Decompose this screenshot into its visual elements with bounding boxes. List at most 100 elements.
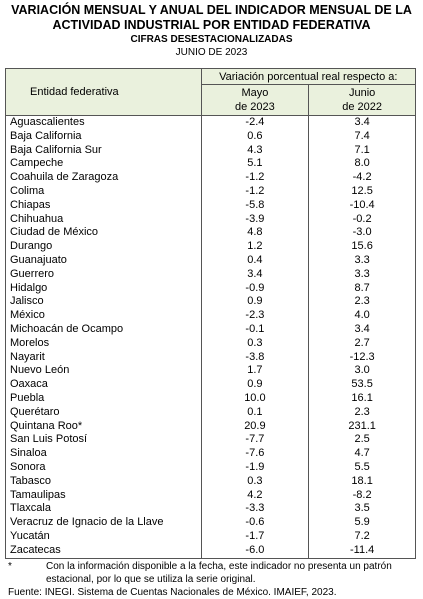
value-cell: 0.1: [200, 405, 310, 420]
value-cell: 12.5: [308, 184, 416, 199]
value-cell: 2.7: [308, 336, 416, 351]
table-row: Veracruz de Ignacio de la Llave -0.6 5.9: [5, 516, 416, 530]
value-cell: 2.5: [308, 433, 416, 448]
value-cell: 7.4: [308, 129, 416, 144]
value-cell: 2.3: [308, 295, 416, 310]
value-cell: -1.2: [200, 184, 310, 199]
entity-cell: México: [5, 309, 202, 323]
value-cell: 15.6: [308, 240, 416, 254]
value-cell: -2.3: [200, 309, 310, 323]
value-cell: -7.7: [200, 433, 310, 448]
footnote-mark: *: [8, 561, 12, 572]
table-row: Guanajuato 0.4 3.3: [5, 253, 416, 268]
table-row: Quintana Roo* 20.9 231.1: [5, 419, 416, 434]
entity-cell: Tabasco: [5, 474, 202, 489]
entity-cell: Chiapas: [5, 198, 202, 213]
table-row: Durango 1.2 15.6: [5, 240, 416, 254]
table-row: Coahuila de Zaragoza -1.2 -4.2: [5, 171, 416, 185]
entity-cell: Colima: [5, 184, 202, 199]
value-cell: -3.8: [200, 350, 310, 365]
column-header: Entidad federativa: [5, 68, 202, 116]
value-cell: 5.1: [200, 157, 310, 172]
value-cell: 8.7: [308, 281, 416, 296]
entity-cell: Jalisco: [5, 295, 202, 310]
title: ACTIVIDAD INDUSTRIAL POR ENTIDAD FEDERAT…: [52, 18, 371, 32]
entity-cell: Sinaloa: [5, 447, 202, 461]
value-cell: -6.0: [200, 543, 310, 559]
table-row: Tlaxcala -3.3 3.5: [5, 502, 416, 517]
table-row: Jalisco 0.9 2.3: [5, 295, 416, 310]
table-row: Baja California 0.6 7.4: [5, 129, 416, 144]
entity-cell: Guerrero: [5, 267, 202, 282]
entity-cell: Ciudad de México: [5, 226, 202, 241]
value-cell: 18.1: [308, 474, 416, 489]
value-cell: -5.8: [200, 198, 310, 213]
value-cell: -8.2: [308, 488, 416, 503]
value-cell: 0.3: [200, 336, 310, 351]
table-row: Puebla 10.0 16.1: [5, 391, 416, 406]
value-cell: 16.1: [308, 391, 416, 406]
entity-cell: Tamaulipas: [5, 488, 202, 503]
entity-cell: Veracruz de Ignacio de la Llave: [5, 516, 202, 530]
entity-cell: Zacatecas: [5, 543, 202, 559]
value-cell: 7.1: [308, 143, 416, 158]
header-line: Junio: [348, 87, 376, 99]
entity-cell: Tlaxcala: [5, 502, 202, 517]
entity-cell: Quintana Roo*: [5, 419, 202, 434]
table-row: Yucatán -1.7 7.2: [5, 529, 416, 544]
entity-cell: Baja California: [5, 129, 202, 144]
table-row: Nayarit -3.8 -12.3: [5, 350, 416, 365]
entity-cell: Aguascalientes: [5, 115, 202, 130]
table-row: Hidalgo -0.9 8.7: [5, 281, 416, 296]
header: VARIACIÓN MENSUAL Y ANUAL DEL INDICADOR …: [0, 0, 423, 59]
entity-cell: Oaxaca: [5, 378, 202, 392]
table-row: Tamaulipas 4.2 -8.2: [5, 488, 416, 503]
header-line: Mayo: [241, 87, 269, 99]
value-cell: -0.6: [200, 516, 310, 530]
value-cell: 3.4: [200, 267, 310, 282]
value-cell: 8.0: [308, 157, 416, 172]
entity-cell: San Luis Potosí: [5, 433, 202, 448]
column-group-header: Variación porcentual real respecto a:: [200, 68, 417, 85]
table-body: Aguascalientes -2.4 3.4 Baja California 0.6 7…: [5, 115, 416, 559]
value-cell: -0.1: [200, 322, 310, 337]
entity-cell: Sonora: [5, 460, 202, 475]
value-cell: -0.9: [200, 281, 310, 296]
header-line: de 2022: [342, 101, 382, 113]
entity-cell: Hidalgo: [5, 281, 202, 296]
value-cell: 3.3: [308, 267, 416, 282]
value-cell: 4.3: [200, 143, 310, 158]
value-cell: 5.9: [308, 516, 416, 530]
footnote: * Con la información disponible a la fech…: [8, 560, 416, 586]
table-row: Chihuahua -3.9 -0.2: [5, 212, 416, 227]
header-line: de 2023: [235, 101, 275, 113]
entity-cell: Michoacán de Ocampo: [5, 322, 202, 337]
table-row: Sonora -1.9 5.5: [5, 460, 416, 475]
value-cell: -4.2: [308, 171, 416, 185]
table-row: Baja California Sur 4.3 7.1: [5, 143, 416, 158]
subtitle: CIFRAS DESESTACIONALIZADAS: [130, 34, 293, 45]
value-cell: 3.0: [308, 364, 416, 379]
value-cell: 3.3: [308, 253, 416, 268]
entity-cell: Campeche: [5, 157, 202, 172]
value-cell: 0.9: [200, 378, 310, 392]
value-cell: -1.7: [200, 529, 310, 544]
value-cell: 4.7: [308, 447, 416, 461]
entity-cell: Querétaro: [5, 405, 202, 420]
value-cell: 3.4: [308, 322, 416, 337]
value-cell: 53.5: [308, 378, 416, 392]
table: Entidad federativa Variación porcentual …: [5, 68, 417, 559]
value-cell: 2.3: [308, 405, 416, 420]
table-row: Chiapas -5.8 -10.4: [5, 198, 416, 213]
value-cell: -11.4: [308, 543, 416, 559]
value-cell: -3.3: [200, 502, 310, 517]
entity-cell: Puebla: [5, 391, 202, 406]
column-header: Mayo de 2023: [200, 84, 310, 116]
table-row: Tabasco 0.3 18.1: [5, 474, 416, 489]
value-cell: 0.4: [200, 253, 310, 268]
column-header: Junio de 2022: [308, 84, 416, 116]
value-cell: 1.2: [200, 240, 310, 254]
table-row: México -2.3 4.0: [5, 309, 416, 323]
table-row: Guerrero 3.4 3.3: [5, 267, 416, 282]
